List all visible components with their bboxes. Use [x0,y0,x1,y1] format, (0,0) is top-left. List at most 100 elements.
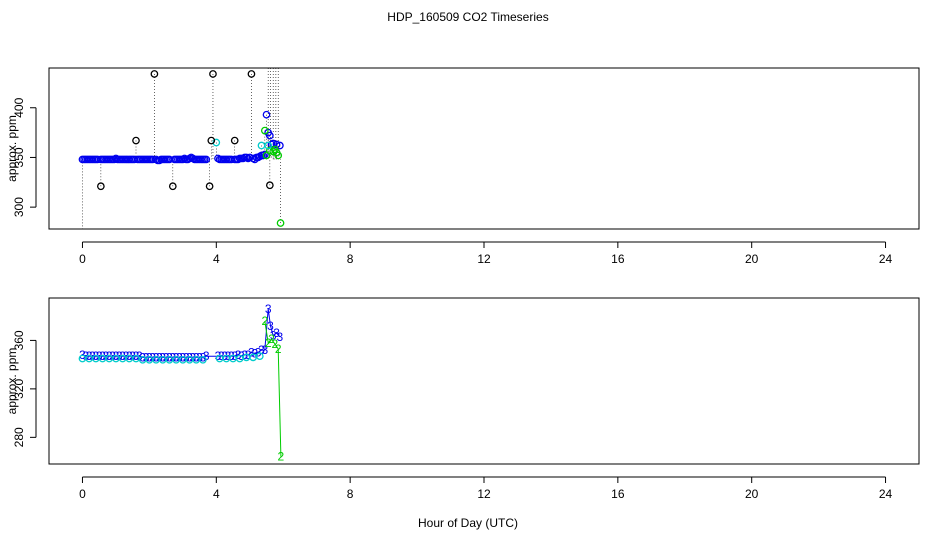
data-point [150,70,159,78]
data-marker-label: 3 [235,348,242,362]
data-point [230,136,239,145]
y-tick-label: 300 [12,197,26,217]
data-marker-label: 3 [203,349,210,363]
data-point [265,181,274,190]
chart-title: HDP_160509 CO2 Timeseries [387,10,548,24]
data-marker-label: 3 [139,350,146,364]
data-marker-label: 2 [272,337,279,351]
data-marker-label: 3 [129,349,136,363]
data-marker-label: 3 [180,350,187,364]
data-marker-label: 3 [270,329,277,343]
data-marker-label: 2 [261,314,268,328]
data-marker-label: 3 [89,349,96,363]
x-tick-label: 24 [879,252,893,266]
data-marker-label: 3 [261,343,268,357]
data-marker-label: 3 [273,326,280,340]
series-line [264,320,282,457]
data-marker-label: 3 [183,350,190,364]
data-marker-label: 3 [103,349,110,363]
plot-area [78,68,285,229]
data-point [97,182,105,191]
y-axis-label: approx. ppm [5,348,19,415]
data-marker-label: 3 [248,346,255,360]
x-tick-label: 12 [477,252,491,266]
data-marker-label: 3 [146,350,153,364]
data-marker-label: 3 [267,319,274,333]
data-point [199,355,207,364]
data-marker-label: 3 [255,346,262,360]
data-point [260,126,269,135]
x-tick-label: 16 [611,487,625,501]
data-marker-label: 3 [173,350,180,364]
data-point [247,70,256,78]
x-tick-label: 0 [79,487,86,501]
data-marker-label: 3 [166,350,173,364]
y-tick-label: 400 [12,97,26,117]
data-marker-label: 2 [268,332,275,346]
data-marker-label: 3 [136,349,143,363]
data-marker-label: 3 [93,349,100,363]
x-tick-label: 20 [745,252,759,266]
data-marker-label: 3 [86,349,93,363]
x-tick-label: 12 [477,487,491,501]
data-marker-label: 3 [200,350,207,364]
x-tick-label: 0 [79,252,86,266]
data-point [205,182,214,191]
y-tick-label: 320 [12,379,26,399]
data-point [207,136,216,145]
y-axis-label: approx. ppm [5,115,19,182]
x-tick-label: 24 [879,487,893,501]
data-point [272,140,281,149]
data-marker-label: 3 [186,350,193,364]
data-marker-label: 3 [258,343,265,357]
data-marker-label: 3 [126,349,133,363]
data-marker-label: 3 [190,350,197,364]
data-marker-label: 2 [275,342,282,356]
data-marker-label: 3 [116,349,123,363]
x-tick-label: 4 [213,252,220,266]
data-marker-label: 3 [251,347,258,361]
x-tick-label: 8 [347,487,354,501]
data-marker-label: 3 [163,350,170,364]
y-tick-label: 350 [12,147,26,167]
data-point [264,141,273,150]
data-point [265,146,274,155]
data-point [132,136,140,145]
x-tick-label: 20 [745,487,759,501]
data-marker-label: 2 [278,450,285,464]
x-tick-label: 8 [347,252,354,266]
data-marker-label: 3 [169,350,176,364]
plot-frame [48,297,920,465]
data-marker-label: 3 [277,330,284,344]
data-marker-label: 3 [119,349,126,363]
data-point [255,352,264,361]
y-tick-label: 280 [12,427,26,447]
data-point [274,151,283,160]
data-point [212,138,221,147]
x-tick-label: 16 [611,252,625,266]
data-marker-label: 3 [143,350,150,364]
data-point [276,141,284,150]
y-tick-label: 360 [12,330,26,350]
data-marker-label: 3 [113,349,120,363]
data-marker-label: 3 [156,350,163,364]
data-marker-label: 3 [196,350,203,364]
data-marker-label: 3 [106,349,113,363]
data-marker-label: 3 [153,350,160,364]
data-marker-label: 3 [159,350,166,364]
data-marker-label: 3 [265,302,272,316]
x-tick-label: 4 [213,487,220,501]
data-marker-label: 3 [193,350,200,364]
data-point [265,131,274,140]
plot-frame [48,67,920,230]
data-point [202,155,211,164]
data-marker-label: 3 [96,349,103,363]
data-point [262,110,271,119]
x-axis-label: Hour of Day (UTC) [418,516,518,530]
data-marker-label: 2 [265,336,272,350]
data-marker-label: 3 [149,350,156,364]
